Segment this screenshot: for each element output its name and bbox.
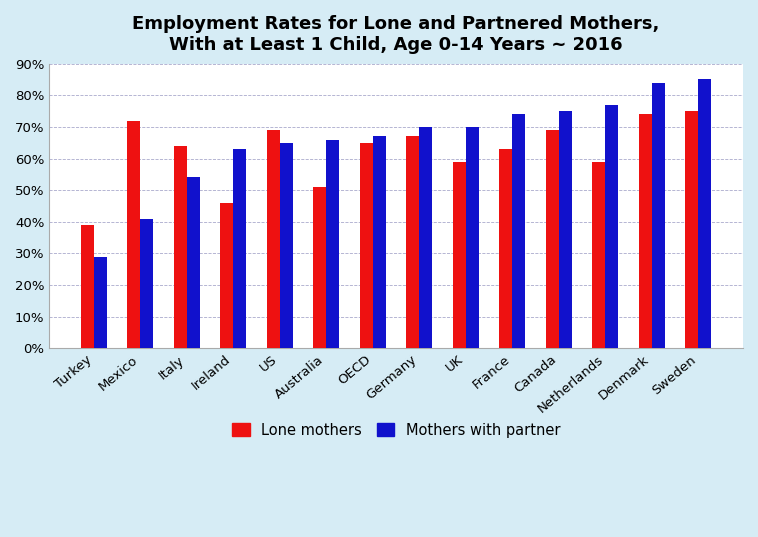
Title: Employment Rates for Lone and Partnered Mothers,
With at Least 1 Child, Age 0-14: Employment Rates for Lone and Partnered …	[133, 15, 660, 54]
Bar	[233, 149, 246, 348]
Bar	[267, 130, 280, 348]
Bar	[593, 162, 606, 348]
Bar	[360, 143, 373, 348]
Bar	[187, 178, 200, 348]
Bar	[127, 121, 140, 348]
Bar	[81, 225, 94, 348]
Bar	[94, 257, 107, 348]
Bar	[639, 114, 652, 348]
Bar	[280, 143, 293, 348]
Bar	[419, 127, 433, 348]
Bar	[453, 162, 466, 348]
Bar	[559, 111, 572, 348]
Bar	[606, 105, 619, 348]
Bar	[546, 130, 559, 348]
Bar	[313, 187, 327, 348]
Bar	[685, 111, 698, 348]
Bar	[221, 203, 233, 348]
Bar	[466, 127, 479, 348]
Bar	[698, 79, 712, 348]
Bar	[140, 219, 153, 348]
Bar	[373, 136, 386, 348]
Bar	[652, 83, 665, 348]
Bar	[500, 149, 512, 348]
Bar	[512, 114, 525, 348]
Bar	[174, 146, 187, 348]
Bar	[327, 140, 340, 348]
Bar	[406, 136, 419, 348]
Legend: Lone mothers, Mothers with partner: Lone mothers, Mothers with partner	[227, 417, 566, 444]
